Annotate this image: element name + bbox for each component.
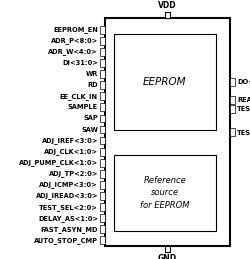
Text: SAW: SAW: [81, 127, 98, 133]
Bar: [100, 48, 105, 56]
Text: SAMPLE: SAMPLE: [68, 104, 98, 110]
Bar: [230, 78, 235, 86]
Bar: [100, 159, 105, 167]
Text: ADJ_PUMP_CLK<1:0>: ADJ_PUMP_CLK<1:0>: [19, 159, 98, 166]
Bar: [100, 70, 105, 78]
Bar: [100, 114, 105, 122]
Text: EEPROM_EN: EEPROM_EN: [53, 26, 98, 33]
Text: VDD: VDD: [158, 1, 177, 10]
Text: TEST_SEL<2:0>: TEST_SEL<2:0>: [39, 204, 98, 211]
Text: ADJ_CLK<1:0>: ADJ_CLK<1:0>: [44, 148, 98, 155]
Bar: [100, 192, 105, 200]
Bar: [230, 96, 235, 104]
Text: DO<31:0>: DO<31:0>: [237, 79, 250, 85]
Text: RD: RD: [88, 82, 98, 88]
Bar: [100, 104, 105, 111]
Text: WR: WR: [86, 71, 98, 77]
Text: DELAY_AS<1:0>: DELAY_AS<1:0>: [38, 215, 98, 222]
Bar: [100, 137, 105, 145]
Text: EE_CLK_IN: EE_CLK_IN: [60, 93, 98, 100]
Text: AUTO_STOP_CMP: AUTO_STOP_CMP: [34, 237, 98, 244]
Text: ADJ_TP<2:0>: ADJ_TP<2:0>: [48, 170, 98, 177]
Bar: [100, 214, 105, 222]
Bar: [105, 18, 230, 246]
Bar: [165, 12, 170, 18]
Text: EEPROM: EEPROM: [143, 77, 187, 87]
Text: FAST_ASYN_MD: FAST_ASYN_MD: [40, 226, 98, 233]
Text: READY: READY: [237, 97, 250, 103]
Bar: [114, 34, 216, 130]
Text: ADR_P<8:0>: ADR_P<8:0>: [51, 37, 98, 44]
Text: TEST: TEST: [237, 106, 250, 112]
Bar: [100, 181, 105, 189]
Bar: [230, 105, 235, 113]
Bar: [165, 246, 170, 252]
Bar: [100, 81, 105, 89]
Bar: [100, 26, 105, 34]
Bar: [100, 203, 105, 211]
Text: ADJ_IREF<3:0>: ADJ_IREF<3:0>: [42, 137, 98, 144]
Bar: [100, 126, 105, 133]
Text: ADR_W<4:0>: ADR_W<4:0>: [48, 48, 98, 55]
Bar: [100, 170, 105, 178]
Bar: [100, 59, 105, 67]
Text: DI<31:0>: DI<31:0>: [62, 60, 98, 66]
Text: TEST_IREF: TEST_IREF: [237, 129, 250, 135]
Text: SAP: SAP: [83, 116, 98, 121]
Bar: [114, 155, 216, 231]
Bar: [100, 37, 105, 45]
Bar: [230, 128, 235, 136]
Text: GND: GND: [158, 254, 177, 259]
Bar: [100, 148, 105, 156]
Text: ADJ_IREAD<3:0>: ADJ_IREAD<3:0>: [36, 192, 98, 199]
Text: Reference
source
for EEPROM: Reference source for EEPROM: [140, 176, 190, 210]
Bar: [100, 92, 105, 100]
Text: ADJ_ICMP<3:0>: ADJ_ICMP<3:0>: [39, 182, 98, 188]
Bar: [100, 225, 105, 233]
Bar: [100, 236, 105, 244]
